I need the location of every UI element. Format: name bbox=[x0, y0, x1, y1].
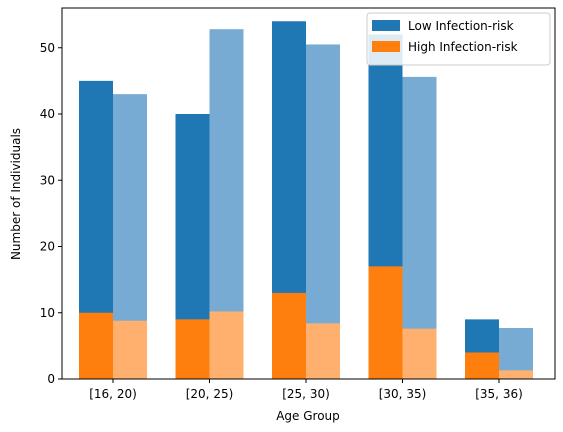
x-tick-label-2: [25, 30) bbox=[282, 387, 330, 401]
plot-frame bbox=[61, 7, 556, 380]
legend-box bbox=[366, 12, 551, 66]
bar-high-right-0 bbox=[113, 320, 147, 379]
bar-high-right-4 bbox=[499, 370, 533, 379]
bar-high-left-2 bbox=[272, 292, 306, 379]
legend-swatch-0 bbox=[372, 20, 400, 31]
bar-high-left-3 bbox=[368, 266, 403, 379]
x-tick-label-0: [16, 20) bbox=[89, 387, 137, 401]
y-tick-label-4: 40 bbox=[40, 107, 55, 121]
bar-high-left-0 bbox=[79, 312, 113, 379]
x-axis-title: Age Group bbox=[276, 409, 340, 423]
bars-layer bbox=[79, 21, 533, 380]
x-axis: [16, 20) [20, 25) [25, 30) [30, 35) [35, 36) bbox=[89, 379, 523, 401]
legend-label-0: Low Infection-risk bbox=[408, 19, 514, 33]
legend-label-1: High Infection-risk bbox=[408, 40, 518, 54]
bar-high-right-2 bbox=[306, 323, 340, 379]
bar-high-right-3 bbox=[402, 328, 437, 379]
x-tick-label-4: [35, 36) bbox=[475, 387, 523, 401]
legend-swatch-1 bbox=[372, 41, 400, 52]
bar-low-right-2 bbox=[306, 44, 340, 379]
legend: Low Infection-risk High Infection-risk bbox=[366, 12, 551, 66]
x-tick-label-3: [30, 35) bbox=[379, 387, 427, 401]
y-axis: 0 10 20 30 40 50 bbox=[40, 41, 62, 386]
bar-high-left-4 bbox=[465, 352, 499, 379]
y-tick-label-3: 30 bbox=[40, 173, 55, 187]
y-tick-label-1: 10 bbox=[40, 306, 55, 320]
bar-high-left-1 bbox=[175, 319, 210, 379]
x-tick-label-1: [20, 25) bbox=[186, 387, 234, 401]
y-tick-label-2: 20 bbox=[40, 240, 55, 254]
y-tick-label-0: 0 bbox=[47, 372, 55, 386]
y-tick-label-5: 50 bbox=[40, 41, 55, 55]
y-axis-title: Number of Individuals bbox=[9, 128, 23, 260]
bar-high-right-1 bbox=[209, 311, 244, 379]
